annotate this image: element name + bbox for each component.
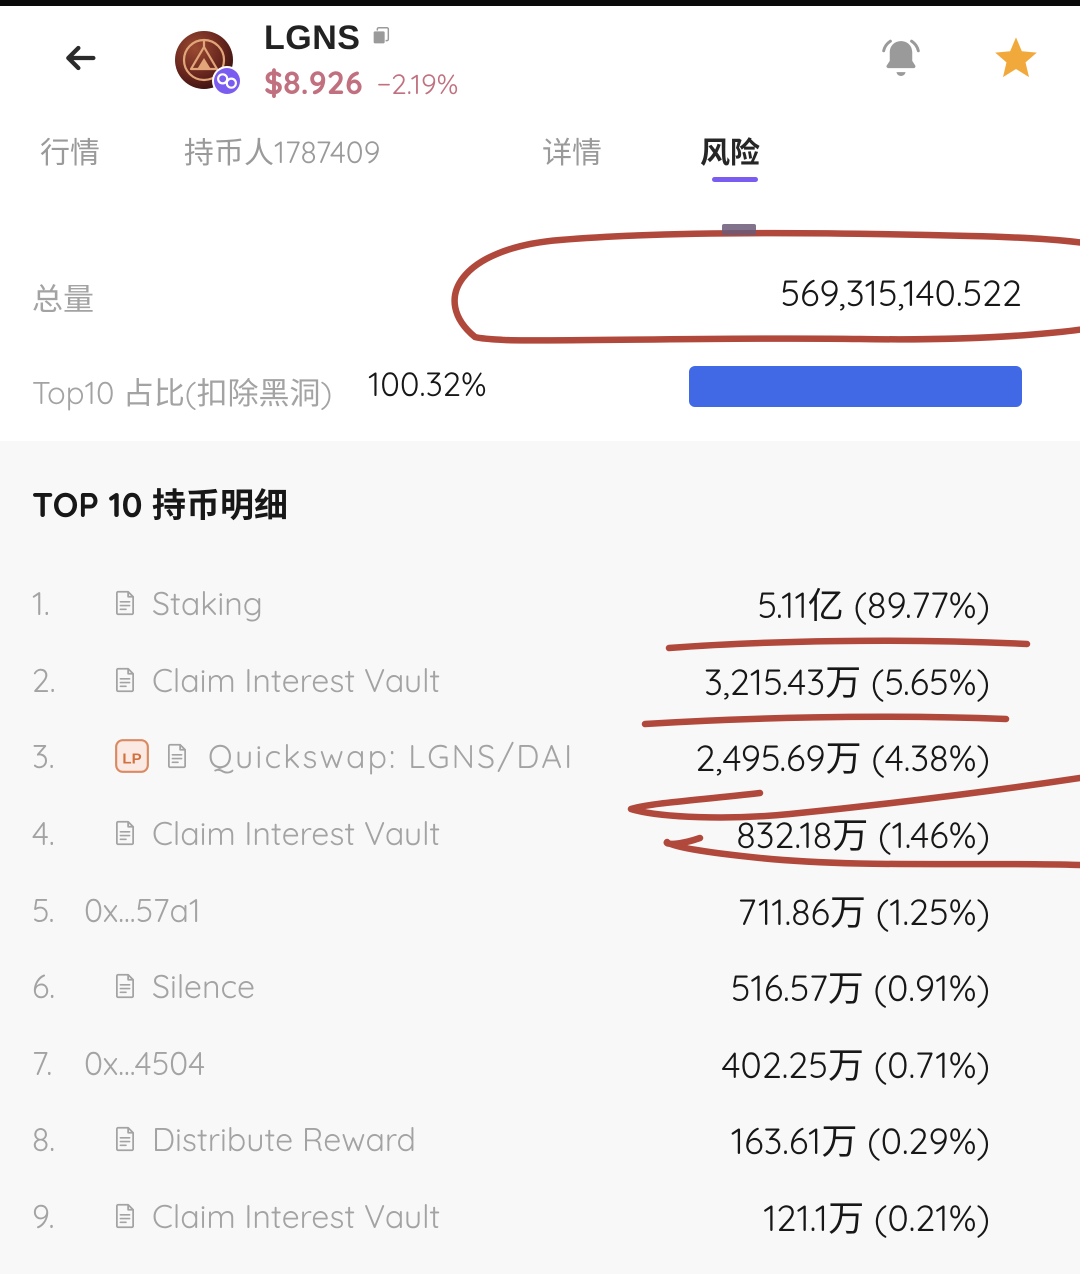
- svg-text:LP: LP: [122, 751, 141, 768]
